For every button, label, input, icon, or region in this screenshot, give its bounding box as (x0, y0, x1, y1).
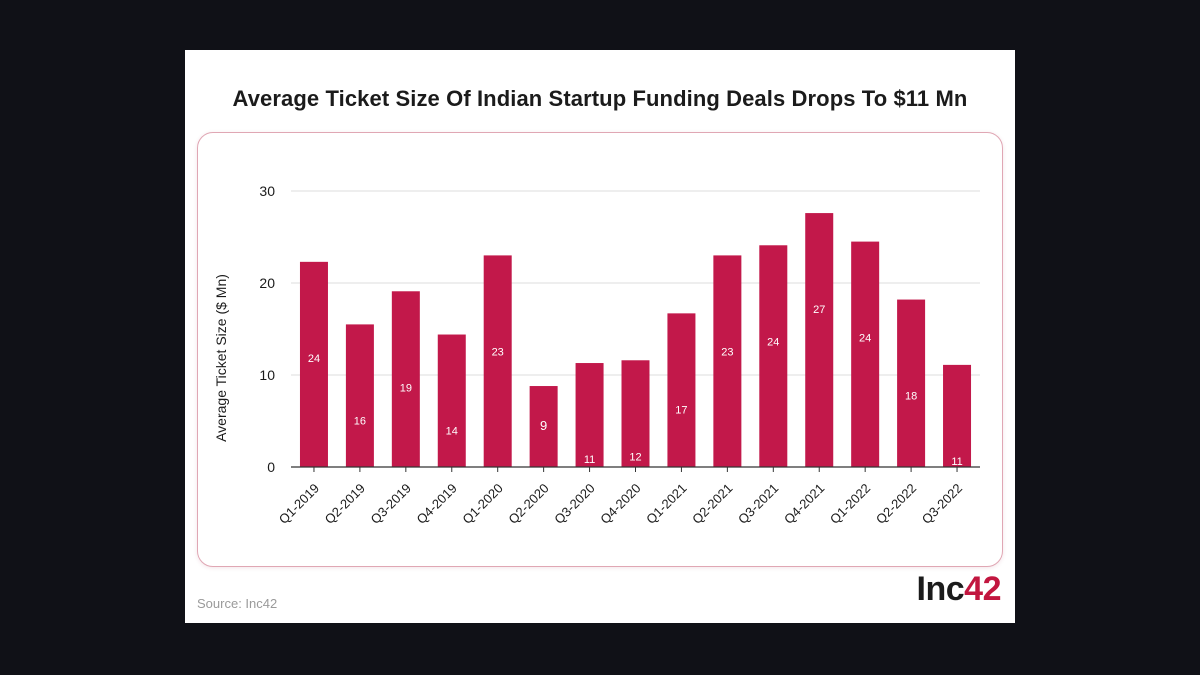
bar-q2-2020 (529, 386, 558, 467)
bar-value-label: 24 (767, 336, 779, 348)
bar-chart: 24 16 19 14 23 9 11 12 17 23 24 27 24 18 11 0 10 20 30 Q1-… (213, 183, 980, 527)
bar-value-label: 11 (584, 454, 595, 466)
bar-q1-2020 (483, 255, 512, 467)
y-axis-label: Average Ticket Size ($ Mn) (213, 274, 229, 442)
bar-value-label: 17 (675, 404, 687, 416)
y-tick-label: 30 (259, 183, 275, 199)
x-tick-label: Q4-2021 (781, 481, 827, 527)
bar-value-label: 18 (905, 391, 917, 403)
x-tick-label: Q3-2019 (368, 481, 414, 527)
chart-title: Average Ticket Size Of Indian Startup Fu… (232, 86, 968, 111)
logo-text-main: Inc (916, 570, 965, 608)
x-tick-label: Q2-2022 (873, 481, 919, 527)
bar-value-label: 9 (540, 418, 547, 433)
bar-value-label: 27 (813, 304, 825, 316)
bar-q3-2019 (391, 291, 420, 467)
bar-q3-2021 (759, 245, 788, 467)
y-tick-label: 0 (267, 459, 275, 475)
bar-q1-2021 (667, 313, 696, 467)
bars: 24 16 19 14 23 9 11 12 17 23 24 27 24 18 11 (299, 213, 972, 468)
x-tick-label: Q2-2019 (322, 481, 368, 527)
x-tick-label: Q3-2020 (551, 481, 597, 527)
x-tick-label: Q4-2020 (597, 481, 643, 527)
x-tick-label: Q2-2020 (505, 481, 551, 527)
bar-value-label: 11 (951, 456, 962, 468)
bar-q1-2019 (299, 261, 328, 467)
bar-value-label: 24 (859, 333, 871, 345)
bar-q1-2022 (851, 241, 880, 467)
bar-q2-2019 (345, 324, 374, 467)
bar-value-label: 16 (354, 415, 366, 427)
x-tick-label: Q4-2019 (414, 481, 460, 527)
bar-q3-2020 (575, 363, 604, 467)
bar-value-label: 19 (400, 382, 412, 394)
y-tick-label: 20 (259, 275, 275, 291)
bar-q4-2021 (805, 213, 834, 467)
bar-q2-2021 (713, 255, 742, 467)
bar-value-label: 24 (308, 353, 320, 365)
bar-value-label: 23 (492, 346, 504, 358)
bar-q4-2020 (621, 360, 650, 467)
bar-value-label: 14 (446, 426, 458, 438)
bar-value-label: 12 (629, 451, 641, 463)
chart-card: Average Ticket Size Of Indian Startup Fu… (185, 50, 1015, 623)
x-tick-label: Q2-2021 (689, 481, 735, 527)
bar-value-label: 23 (721, 346, 733, 358)
bar-q3-2022 (943, 364, 972, 467)
x-tick-label: Q1-2021 (643, 481, 689, 527)
x-tick-label: Q1-2020 (459, 481, 505, 527)
bar-q4-2019 (437, 334, 466, 467)
inc42-logo: Inc42 (916, 570, 1002, 608)
logo-text-accent: 42 (964, 570, 1001, 608)
chart-frame: 24 16 19 14 23 9 11 12 17 23 24 27 24 18 11 0 10 20 30 Q1-… (197, 132, 1003, 567)
x-tick-label: Q1-2019 (276, 481, 322, 527)
bar-q2-2022 (897, 299, 926, 467)
x-tick-label: Q3-2021 (735, 481, 781, 527)
y-tick-label: 10 (259, 367, 275, 383)
x-tick-label: Q1-2022 (827, 481, 873, 527)
source-note: Source: Inc42 (197, 596, 278, 611)
x-tick-label: Q3-2022 (919, 481, 965, 527)
